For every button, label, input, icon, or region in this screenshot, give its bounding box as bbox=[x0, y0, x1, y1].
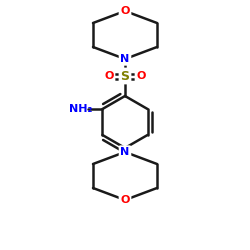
Text: O: O bbox=[136, 71, 146, 81]
Text: N: N bbox=[120, 54, 130, 64]
Text: N: N bbox=[120, 147, 130, 157]
Text: O: O bbox=[120, 195, 130, 205]
Text: O: O bbox=[120, 6, 130, 16]
Text: O: O bbox=[104, 71, 114, 81]
Text: NH₂: NH₂ bbox=[69, 104, 92, 114]
Text: S: S bbox=[120, 70, 130, 82]
